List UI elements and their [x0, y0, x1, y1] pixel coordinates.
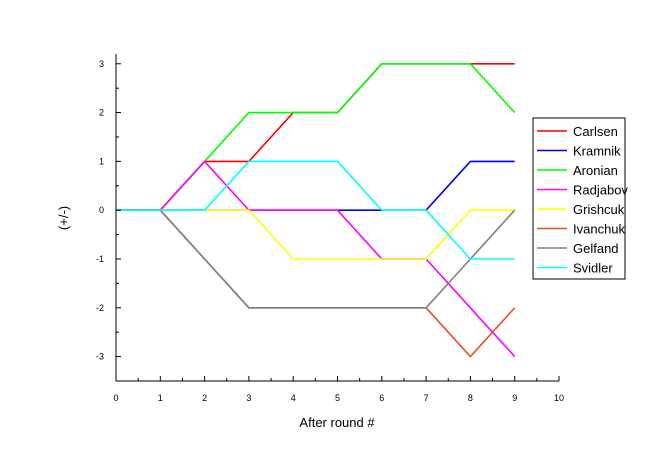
- legend: Carlsen Kramnik Aronian Radjabov Grishcuk Iva…: [532, 117, 628, 280]
- x-tick-label: 2: [202, 393, 207, 403]
- y-tick-label: -1: [96, 254, 104, 264]
- y-tick-label: 2: [99, 108, 104, 118]
- x-axis-title: After round #: [299, 415, 375, 430]
- y-ticks: -3 -2 -1 0 1 2 3: [96, 59, 121, 382]
- x-ticks: 0 1 2 3 4 5 6 7 8 9 10: [113, 376, 564, 403]
- x-tick-label: 10: [554, 393, 564, 403]
- series-line-aronian: [116, 62, 516, 211]
- legend-label-radjabov: Radjabov: [573, 183, 628, 198]
- x-tick-label: 7: [424, 393, 429, 403]
- series-line-carlsen: [116, 62, 515, 211]
- series-line-ivanchuk: [116, 209, 516, 358]
- axes: 0 1 2 3 4 5 6 7 8 9 10 -3 -2 -1 0 1 2 3: [96, 54, 564, 403]
- x-tick-label: 3: [246, 393, 251, 403]
- series-line-grishcuk: [116, 209, 515, 260]
- y-tick-label: 3: [99, 59, 104, 69]
- x-tick-label: 9: [512, 393, 517, 403]
- legend-label-svidler: Svidler: [573, 261, 613, 276]
- x-tick-label: 1: [158, 393, 163, 403]
- x-tick-label: 8: [468, 393, 473, 403]
- legend-box: [532, 117, 626, 280]
- x-tick-label: 6: [379, 393, 384, 403]
- legend-label-ivanchuk: Ivanchuk: [573, 222, 626, 237]
- y-tick-label: -2: [96, 303, 104, 313]
- plot-lines: [116, 62, 516, 358]
- x-tick-label: 5: [335, 393, 340, 403]
- y-tick-label: -3: [96, 352, 104, 362]
- series-line-gelfand: [116, 209, 516, 309]
- series-line-svidler: [116, 160, 515, 260]
- series-line-kramnik: [116, 160, 515, 211]
- x-tick-label: 4: [291, 393, 296, 403]
- y-tick-label: 1: [99, 156, 104, 166]
- x-tick-label: 0: [113, 393, 118, 403]
- legend-label-aronian: Aronian: [573, 163, 618, 178]
- legend-label-kramnik: Kramnik: [573, 144, 621, 159]
- y-axis-title: (+/-): [56, 206, 71, 230]
- y-tick-label: 0: [99, 205, 104, 215]
- legend-label-gelfand: Gelfand: [573, 241, 619, 256]
- legend-label-grishcuk: Grishcuk: [573, 202, 625, 217]
- legend-label-carlsen: Carlsen: [573, 124, 618, 139]
